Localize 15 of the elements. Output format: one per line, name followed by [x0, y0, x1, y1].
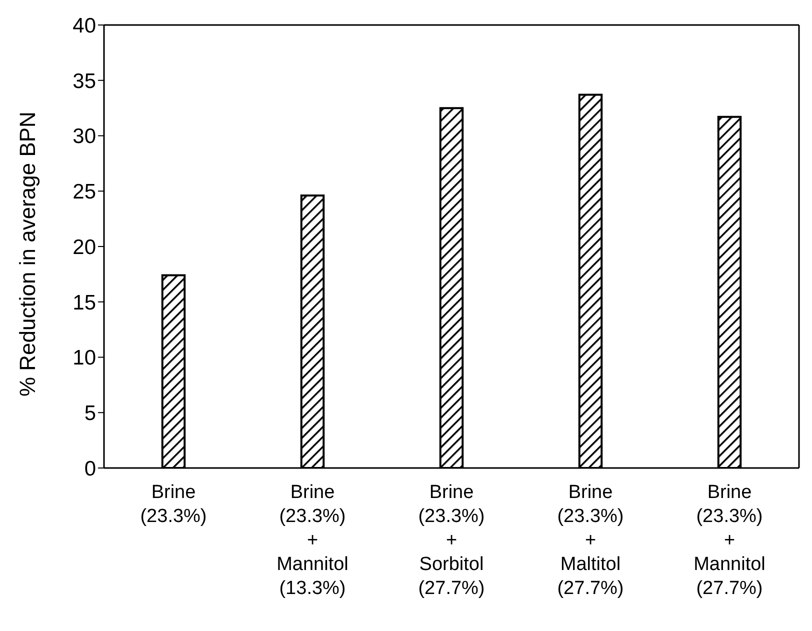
y-tick-label: 5 [84, 402, 96, 426]
x-tick-label: Brine (23.3%) + Mannitol (27.7%) [694, 482, 766, 599]
y-tick-label: 40 [72, 14, 96, 38]
y-tick-label: 0 [84, 457, 96, 480]
x-tick-label: Brine (23.3%) + Sorbitol (27.7%) [418, 482, 485, 599]
y-axis-title: % Reduction in average BPN [14, 112, 40, 396]
y-tick-label: 15 [72, 291, 96, 314]
y-tick-label: 20 [72, 236, 96, 259]
x-tick-label: Brine (23.3%) + Maltitol (27.7%) [557, 482, 624, 599]
y-tick-label: 25 [72, 180, 96, 204]
y-tick-label: 35 [72, 70, 96, 93]
x-tick-label: Brine (23.3%) + Mannitol (13.3%) [276, 482, 348, 599]
y-tick-label: 30 [72, 125, 96, 148]
y-tick-label: 10 [72, 346, 96, 370]
x-tick-label: Brine (23.3%) [140, 482, 207, 527]
